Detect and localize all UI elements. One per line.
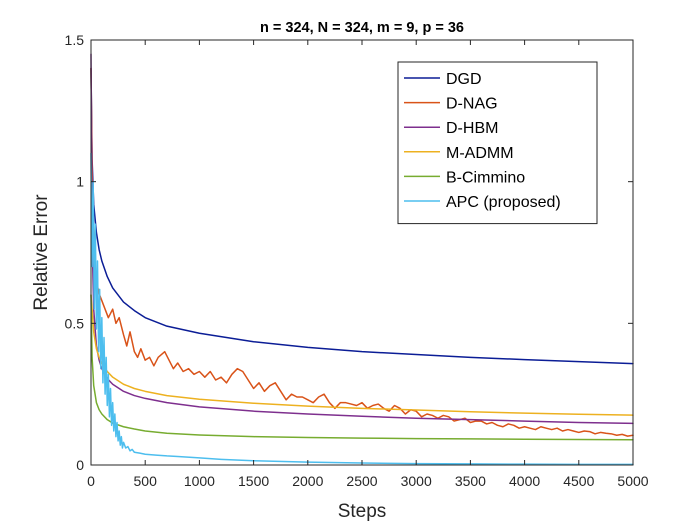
- legend-box: [397, 61, 598, 225]
- y-tick-label: 1.5: [65, 32, 85, 48]
- x-tick-label: 2500: [346, 473, 377, 489]
- series-line-d-nag: [90, 67, 634, 437]
- x-tick-label: 3500: [455, 473, 486, 489]
- x-axis-label: Steps: [338, 501, 387, 522]
- legend-label-d-hbm: D-HBM: [446, 120, 498, 137]
- x-tick-label: 1000: [184, 473, 215, 489]
- series-layer: [90, 53, 634, 466]
- x-tick-label: 5000: [617, 473, 648, 489]
- chart-title: n = 324, N = 324, m = 9, p = 36: [260, 20, 464, 36]
- x-tick-label: 4500: [563, 473, 594, 489]
- series-line-m-admm: [90, 294, 634, 416]
- x-tick-label: 0: [87, 473, 95, 489]
- x-tick-label: 500: [134, 473, 158, 489]
- tick-layer: 0 500 1000 1500 2000 2500 3000 3500 4000 4500 5000…: [65, 32, 649, 489]
- y-tick-label: 0.5: [65, 315, 85, 331]
- x-tick-label: 3000: [401, 473, 432, 489]
- x-tick-label: 2000: [292, 473, 323, 489]
- legend-label-b-cimmino: B-Cimmino: [446, 169, 525, 186]
- x-tick-label: 1500: [238, 473, 269, 489]
- legend: DGD D-NAG D-HBM M-ADMM B-Cimmino APC (propose…: [397, 61, 598, 225]
- series-line-dgd: [90, 67, 634, 365]
- y-tick-label: 1: [76, 174, 84, 190]
- x-tick-label: 4000: [509, 473, 540, 489]
- series-line-apc-proposed: [90, 152, 634, 466]
- legend-label-m-admm: M-ADMM: [446, 145, 514, 162]
- legend-label-dgd: DGD: [446, 71, 482, 88]
- legend-label-d-nag: D-NAG: [446, 96, 498, 113]
- legend-label-apc-proposed: APC (proposed): [446, 194, 561, 211]
- series-line-b-cimmino: [90, 294, 634, 441]
- y-tick-label: 0: [76, 457, 84, 473]
- y-axis-label: Relative Error: [31, 194, 52, 311]
